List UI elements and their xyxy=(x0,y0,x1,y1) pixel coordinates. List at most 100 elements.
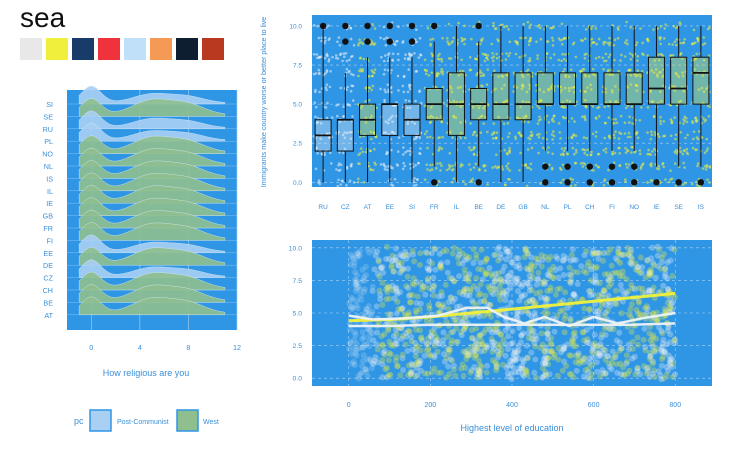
scatter-point xyxy=(590,291,597,298)
boxplot-jitter-point xyxy=(636,136,640,140)
scatter-point xyxy=(572,257,579,263)
ridgeline-ridge xyxy=(78,259,226,278)
scatter-point xyxy=(484,301,491,308)
boxplot-y-tick-label: 2.5 xyxy=(293,141,302,148)
scatter-point xyxy=(453,339,460,346)
boxplot-jitter-point xyxy=(505,151,509,155)
scatter-point xyxy=(512,352,519,359)
boxplot-jitter-point xyxy=(382,25,386,29)
boxplot-jitter-point xyxy=(573,161,577,165)
scatter-point xyxy=(442,281,449,288)
scatter-point xyxy=(373,303,380,310)
scatter-point xyxy=(595,353,602,360)
boxplot-jitter-point xyxy=(529,162,533,166)
scatter-point xyxy=(583,248,590,255)
boxplot-jitter-point xyxy=(503,83,506,87)
scatter-point xyxy=(648,266,655,273)
boxplot-jitter-point xyxy=(563,68,566,71)
scatter-point xyxy=(655,368,662,375)
boxplot-jitter-point xyxy=(595,117,598,120)
scatter-point xyxy=(650,360,656,367)
scatter-point xyxy=(613,287,619,294)
scatter-point xyxy=(495,328,502,335)
boxplot-jitter-point xyxy=(407,99,411,103)
boxplot-jitter-point xyxy=(607,116,611,119)
boxplot-outlier xyxy=(364,38,371,45)
scatter-point xyxy=(555,345,562,352)
boxplot-jitter-point xyxy=(482,122,486,125)
scatter-point xyxy=(481,298,488,305)
scatter-point xyxy=(651,367,657,374)
scatter-point xyxy=(612,255,619,262)
scatter-point xyxy=(416,360,423,367)
boxplot-jitter-point xyxy=(520,73,524,77)
scatter-point xyxy=(382,366,389,373)
boxplot-jitter-point xyxy=(525,184,529,188)
scatter-point xyxy=(412,361,419,368)
boxplot-jitter-point xyxy=(625,39,628,42)
boxplot-jitter-point xyxy=(559,153,563,156)
scatter-point xyxy=(421,284,428,290)
boxplot-jitter-point xyxy=(404,53,407,56)
scatter-point xyxy=(499,361,506,368)
scatter-point xyxy=(508,376,515,382)
scatter-point xyxy=(548,348,555,355)
boxplot-jitter-point xyxy=(529,168,533,171)
boxplot-jitter-point xyxy=(552,120,555,123)
boxplot-jitter-point xyxy=(437,179,441,183)
scatter-point xyxy=(519,362,526,369)
scatter-point xyxy=(374,346,381,353)
scatter-point xyxy=(491,339,497,346)
scatter-point xyxy=(435,300,442,307)
boxplot-jitter-point xyxy=(490,133,494,136)
boxplot-jitter-point xyxy=(406,90,410,94)
boxplot-jitter-point xyxy=(539,26,542,30)
scatter-point xyxy=(664,299,671,306)
scatter-point xyxy=(651,262,657,269)
scatter-point xyxy=(506,252,513,259)
ridgeline-ridge xyxy=(78,85,226,105)
scatter-point xyxy=(363,341,370,348)
scatter-point xyxy=(568,352,574,359)
boxplot-jitter-point xyxy=(401,153,405,156)
boxplot-jitter-point xyxy=(570,86,574,89)
scatter-point xyxy=(432,334,439,341)
boxplot-jitter-point xyxy=(372,71,376,75)
boxplot-box xyxy=(559,72,577,105)
scatter-point xyxy=(379,279,386,286)
boxplot-jitter-point xyxy=(569,184,573,188)
boxplot-jitter-point xyxy=(313,24,316,27)
boxplot-jitter-point xyxy=(379,163,383,166)
scatter-point xyxy=(393,245,399,252)
scatter-point xyxy=(627,306,634,312)
boxplot-jitter-point xyxy=(685,120,689,124)
scatter-point xyxy=(639,285,646,292)
scatter-point xyxy=(413,318,420,325)
scatter-point xyxy=(516,297,523,304)
scatter-point xyxy=(394,298,401,305)
boxplot-jitter-point xyxy=(504,183,507,187)
boxplot-jitter-point xyxy=(594,163,598,167)
scatter-point xyxy=(608,366,615,373)
scatter-point xyxy=(562,312,569,319)
boxplot-jitter-point xyxy=(619,114,623,118)
scatter-point xyxy=(592,265,599,272)
scatter-point xyxy=(494,348,501,355)
boxplot-jitter-point xyxy=(506,135,510,139)
boxplot-jitter-point xyxy=(659,119,662,123)
boxplot-x-tick-label: EE xyxy=(385,204,394,211)
scatter-point xyxy=(657,372,664,379)
boxplot-jitter-point xyxy=(591,184,594,188)
scatter-point xyxy=(647,337,654,344)
scatter-point xyxy=(546,272,552,279)
scatter-point xyxy=(451,362,457,369)
boxplot-jitter-point xyxy=(491,166,495,169)
scatter-point xyxy=(627,249,634,256)
boxplot-jitter-point xyxy=(369,130,373,134)
boxplot-jitter-point xyxy=(521,85,525,88)
scatter-point xyxy=(613,337,620,344)
boxplot-jitter-point xyxy=(618,131,621,134)
boxplot-jitter-point xyxy=(705,87,708,91)
scatter-point xyxy=(403,255,410,262)
boxplot-jitter-point xyxy=(527,43,531,47)
